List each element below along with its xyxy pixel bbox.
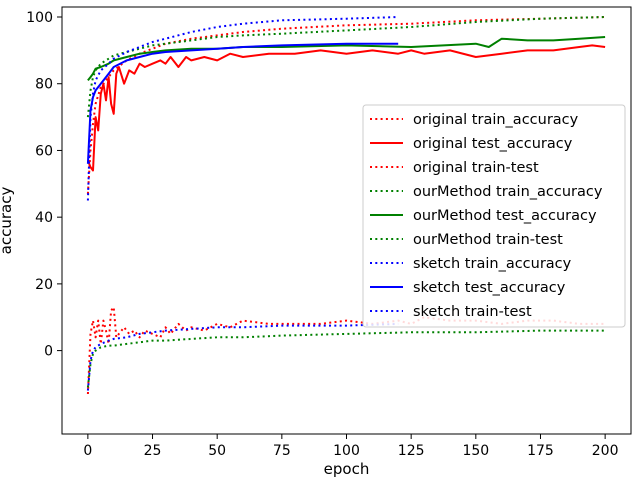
x-tick-label: 100 xyxy=(333,443,360,459)
x-tick-label: 175 xyxy=(527,443,554,459)
series-line-8 xyxy=(86,322,399,391)
series-line-1 xyxy=(86,44,606,172)
x-tick-label: 25 xyxy=(144,443,162,459)
legend-entry-7: sketch test_accuracy xyxy=(413,280,566,296)
y-tick-label: 60 xyxy=(35,143,53,159)
y-tick-label: 100 xyxy=(26,10,53,26)
y-tick-label: 40 xyxy=(35,210,53,226)
plot-frame xyxy=(61,6,632,435)
x-axis-label: epoch xyxy=(324,460,370,478)
series-line-2 xyxy=(86,306,606,395)
x-tick-label: 150 xyxy=(462,443,489,459)
series-line-7 xyxy=(86,42,399,164)
x-tick-label: 200 xyxy=(592,443,619,459)
legend-entry-2: original train-test xyxy=(413,160,539,176)
x-tick-label: 50 xyxy=(208,443,226,459)
series-line-5 xyxy=(86,329,606,388)
x-tick-label: 125 xyxy=(398,443,425,459)
legend-entry-6: sketch train_accuracy xyxy=(413,256,572,272)
legend-entry-1: original test_accuracy xyxy=(413,136,573,152)
series-layer xyxy=(86,16,606,395)
y-tick-label: 20 xyxy=(35,277,53,293)
legend: original train_accuracy original test_acc… xyxy=(362,104,626,328)
legend-entry-4: ourMethod test_accuracy xyxy=(413,208,597,224)
x-tick-label: 75 xyxy=(273,443,291,459)
series-line-6 xyxy=(86,16,399,201)
legend-entry-0: original train_accuracy xyxy=(413,112,579,128)
legend-entry-3: ourMethod train_accuracy xyxy=(413,184,603,200)
legend-box xyxy=(362,104,626,328)
y-axis-label: accuracy xyxy=(0,187,15,255)
x-tick-label: 0 xyxy=(83,443,92,459)
legend-entry-5: ourMethod train-test xyxy=(413,232,563,248)
y-tick-label: 80 xyxy=(35,77,53,93)
y-tick-label: 0 xyxy=(44,344,53,360)
ticks-layer: 0 25 50 75 100 125 150 175 200 0 20 40 60 80 100 xyxy=(26,10,618,459)
series-line-0 xyxy=(86,16,606,194)
legend-entry-8: sketch train-test xyxy=(413,304,532,320)
series-line-3 xyxy=(86,16,606,118)
